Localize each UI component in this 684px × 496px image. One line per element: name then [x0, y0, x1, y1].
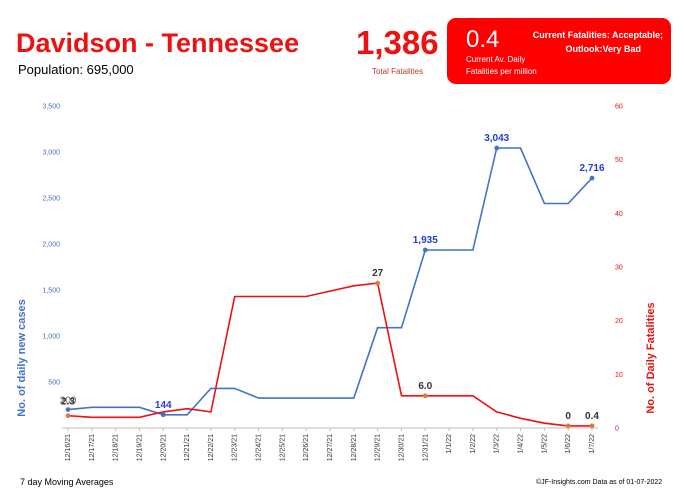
- fatalities-data-point: [422, 393, 428, 399]
- y-left-tick-label: 3,500: [42, 104, 60, 111]
- y-left-tick-label: 1,500: [42, 288, 60, 295]
- y-right-tick-label: 60: [615, 104, 623, 111]
- x-tick-label: 12/22/21: [208, 434, 215, 461]
- x-tick-label: 12/28/21: [351, 434, 358, 461]
- y-right-tick-label: 10: [615, 372, 623, 379]
- footer-note: 7 day Moving Averages: [20, 477, 114, 487]
- fatalities-data-label: 0.4: [585, 411, 599, 422]
- cases-data-label: 3,043: [484, 133, 509, 144]
- fatalities-data-point: [565, 423, 571, 429]
- y-left-tick-label: 3,000: [42, 150, 60, 157]
- x-tick-label: 12/25/21: [279, 434, 286, 461]
- page-title: Davidson - Tennessee: [16, 28, 300, 58]
- x-tick-label: 12/23/21: [232, 434, 239, 461]
- cases-data-point: [160, 412, 166, 418]
- y-right-tick-label: 50: [615, 157, 623, 164]
- cases-data-point: [65, 407, 71, 412]
- fatalities-data-point: [375, 280, 381, 286]
- x-tick-label: 12/18/21: [113, 434, 120, 461]
- cases-data-label: 2,716: [579, 163, 604, 174]
- status-box: 0.4 Current Av. Daily Fatalities per mil…: [447, 18, 671, 84]
- total-fatalities-label: Total Fatalities: [372, 67, 424, 76]
- x-tick-label: 12/19/21: [136, 434, 143, 461]
- y-left-tick-label: 2,000: [42, 242, 60, 249]
- y-left-tick-label: 2,500: [42, 196, 60, 203]
- fatalities-data-label: 6.0: [418, 381, 432, 392]
- daily-fatalities-per-million-value: 0.4: [466, 26, 500, 53]
- x-tick-label: 12/27/21: [327, 434, 334, 461]
- x-tick-label: 12/21/21: [184, 434, 191, 461]
- footer-credit: ©JF-Insights.com Data as of 01-07-2022: [536, 479, 663, 486]
- cases-series-line: [67, 147, 593, 416]
- x-tick-label: 12/30/21: [398, 434, 405, 461]
- cases-data-label: 1,935: [413, 235, 438, 246]
- status-description-line2: Fatalities per million: [466, 67, 537, 76]
- y-left-tick-label: 500: [48, 380, 60, 387]
- x-tick-label: 12/31/21: [422, 434, 429, 461]
- x-tick-label: 12/20/21: [160, 434, 167, 461]
- x-tick-label: 12/16/21: [65, 434, 72, 461]
- x-tick-label: 1/1/22: [446, 434, 453, 454]
- outlook-status: Outlook:Very Bad: [565, 44, 641, 54]
- fatalities-series-line: [67, 282, 592, 427]
- population-label: Population: 695,000: [18, 62, 134, 77]
- x-tick-label: 12/29/21: [375, 434, 382, 461]
- x-tick-label: 1/5/22: [541, 434, 548, 454]
- cases-data-label: 144: [155, 400, 172, 411]
- cases-data-point: [494, 145, 500, 151]
- fatalities-status: Current Fatalities: Acceptable;: [532, 30, 663, 40]
- y-axis-left-label: No. of daily new cases: [16, 299, 28, 417]
- fatalities-data-label: 2.3: [61, 397, 75, 408]
- x-tick-label: 12/17/21: [89, 434, 96, 461]
- total-fatalities-value: 1,386: [356, 24, 439, 61]
- x-tick-label: 12/24/21: [256, 434, 263, 461]
- x-tick-label: 1/2/22: [470, 434, 477, 454]
- fatalities-data-point: [589, 423, 595, 429]
- y-right-tick-label: 0: [615, 426, 619, 433]
- x-tick-label: 12/26/21: [303, 434, 310, 461]
- fatalities-data-label: 0: [565, 411, 571, 422]
- y-axis-right-label: No. of Daily Fatalities: [645, 302, 657, 414]
- status-description-line1: Current Av. Daily: [466, 55, 526, 64]
- cases-data-point: [589, 175, 595, 181]
- y-right-tick-label: 30: [615, 265, 623, 272]
- x-tick-label: 1/6/22: [565, 434, 572, 454]
- fatalities-data-label: 27: [372, 268, 384, 279]
- cases-data-label: 200: [60, 396, 77, 407]
- y-right-tick-label: 40: [615, 211, 623, 218]
- x-tick-label: 1/7/22: [589, 434, 596, 454]
- x-tick-label: 1/3/22: [494, 434, 501, 454]
- cases-data-point: [422, 247, 428, 253]
- fatalities-data-point: [65, 413, 71, 419]
- y-right-tick-label: 20: [615, 318, 623, 325]
- x-tick-label: 1/4/22: [518, 434, 525, 454]
- y-left-tick-label: 1,000: [42, 334, 60, 341]
